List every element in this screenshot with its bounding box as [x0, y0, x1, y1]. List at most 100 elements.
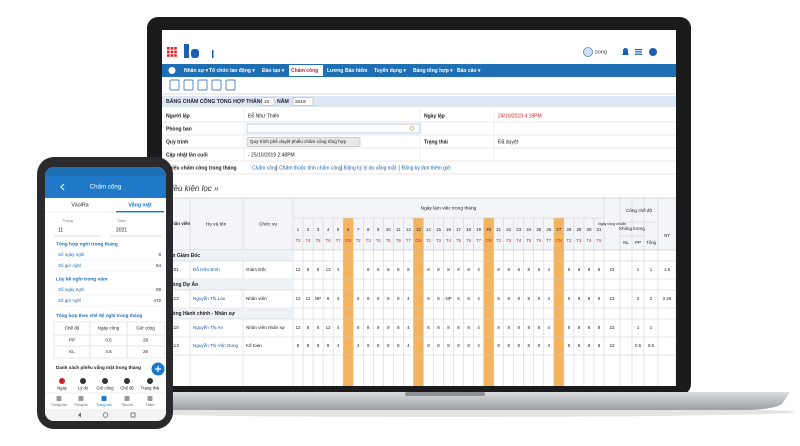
nav-item[interactable]: Thông báo [51, 403, 67, 407]
employee-name[interactable]: Nguyễn Thị Lan [193, 295, 226, 301]
column-header: Họ và tên [206, 221, 227, 227]
day-number: 31 [597, 227, 602, 232]
weekday: T5 [456, 238, 462, 243]
weekday: CN [345, 238, 351, 243]
total-cell: 1 [637, 267, 640, 272]
weekday: T7 [546, 238, 552, 243]
day-cell: 8 [447, 325, 450, 330]
day-number: 19 [476, 227, 481, 232]
day-cell: 8 [397, 325, 400, 330]
day-cell: 8 [588, 267, 591, 272]
filter-toggle[interactable]: Điều kiện lọc » [166, 184, 219, 193]
day-cell: 4 [477, 325, 480, 330]
item-label: Số giờ nghỉ [58, 262, 81, 268]
nav-item[interactable]: Thêm [146, 403, 155, 407]
label: - 25/10/2019 2:48PM [248, 152, 295, 158]
day-cell: 8 [397, 267, 400, 272]
toolbar-icon [197, 79, 208, 91]
label: BẢNG CHẤM CÔNG TỔNG HỢP THÁNG [166, 97, 265, 105]
day-number: 22 [506, 227, 511, 232]
nav-item[interactable]: Thông tin [74, 403, 88, 407]
menu-item[interactable]: Lương [327, 68, 343, 74]
day-number: 26 [546, 227, 551, 232]
back-arrow[interactable] [60, 183, 65, 191]
select [292, 97, 314, 106]
total-cell: 2.25 [663, 296, 672, 301]
total-cell: 23 [610, 343, 615, 348]
position: Nhân viên [246, 296, 267, 301]
weekday: T4 [376, 238, 382, 243]
group-name: Phòng Hành chính - Nhân sự [166, 311, 235, 317]
day-cell: 8 [397, 296, 400, 301]
list-icon [635, 49, 642, 51]
employee-name[interactable]: Đỗ Hữu Bình [193, 266, 220, 272]
regime-header: Chế độ [65, 326, 80, 331]
label: NĂM [277, 98, 289, 105]
day-cell: 8 [437, 343, 440, 348]
day-cell: 8 [357, 296, 360, 301]
day-cell: 8 [377, 343, 380, 348]
total-cell: 0.5 [648, 343, 655, 348]
group-name: Phòng Dự Án [166, 281, 198, 288]
link[interactable]: Chấm thuộc tính chấm công [279, 165, 342, 171]
nav-back[interactable] [78, 412, 81, 418]
day-cell: 8 [367, 296, 370, 301]
button-text[interactable]: Quy trình phê duyệt phiếu chấm công tổng… [250, 138, 347, 144]
menu-item[interactable]: Tuyển dụng ▾ [374, 67, 406, 74]
logo-t [184, 44, 189, 58]
day-number: 27 [556, 227, 561, 232]
nav-icon [147, 396, 153, 401]
item-value: 59 [156, 287, 162, 292]
user-menu[interactable]: song [595, 49, 607, 55]
day-cell: 12 [306, 296, 311, 301]
menu-item[interactable]: Báo cáo ▾ [457, 68, 481, 74]
day-cell: 8 [397, 343, 400, 348]
day-cell: 8 [437, 267, 440, 272]
day-number: 18 [466, 227, 471, 232]
tab[interactable]: Vắng mặt [128, 201, 152, 208]
day-cell: 8 [407, 267, 410, 272]
bell-icon [622, 48, 629, 55]
menu-item[interactable]: Bảng tổng hợp ▾ [413, 67, 453, 74]
day-cell: 8 [327, 296, 330, 301]
menu-item[interactable]: Chấm công [291, 67, 318, 74]
day-cell: 8 [457, 296, 460, 301]
nav-item[interactable]: Trang chủ [96, 403, 111, 407]
menu-active [289, 65, 323, 76]
day-number: 9 [377, 227, 380, 232]
total-cell: 1 [650, 267, 653, 272]
link[interactable]: Chấm công [252, 165, 278, 171]
column-label: Giờ công [96, 386, 114, 391]
day-number: 20 [486, 227, 491, 232]
label: Ngày lập [424, 113, 445, 119]
total-cell: 1 [650, 325, 653, 330]
label: Trạng thái [424, 139, 449, 145]
column-icon [102, 378, 108, 384]
column-header: Công chế độ [626, 208, 652, 213]
day-number: 25 [536, 227, 541, 232]
regime-header: Giờ công [136, 326, 155, 331]
link[interactable]: Đăng ký lý do vắng mặt [344, 164, 397, 171]
nav-icon [56, 396, 62, 401]
menu-item[interactable]: Đào tạo ▾ [262, 68, 285, 74]
menu-item[interactable]: Bảo hiểm [345, 67, 368, 74]
weekday: T6 [326, 238, 332, 243]
menu-item[interactable]: Tổ chức lao động ▾ [209, 67, 255, 74]
column-icon [80, 378, 86, 384]
column-header: PP [635, 240, 641, 245]
nav-recent [130, 412, 136, 418]
tab[interactable]: Vào/Ra [71, 202, 88, 208]
employee-name[interactable]: Nguyễn Thị An [193, 324, 223, 330]
day-cell: 4 [548, 343, 551, 348]
nav-home[interactable] [102, 412, 109, 418]
column-header: Ngày làm việc trong tháng [421, 205, 477, 211]
menu-item[interactable]: Nhân sự ▾ [184, 68, 209, 74]
toolbar-icon [225, 79, 236, 91]
nav-item[interactable]: Tiện ích [121, 403, 133, 407]
day-number: 29 [576, 227, 581, 232]
link[interactable]: Đăng ký làm thêm giờ [402, 165, 452, 171]
employee-name[interactable]: Nguyễn Thị Vân Dung [193, 342, 239, 348]
column-header: NT [664, 233, 670, 238]
logo-dot [174, 50, 177, 54]
